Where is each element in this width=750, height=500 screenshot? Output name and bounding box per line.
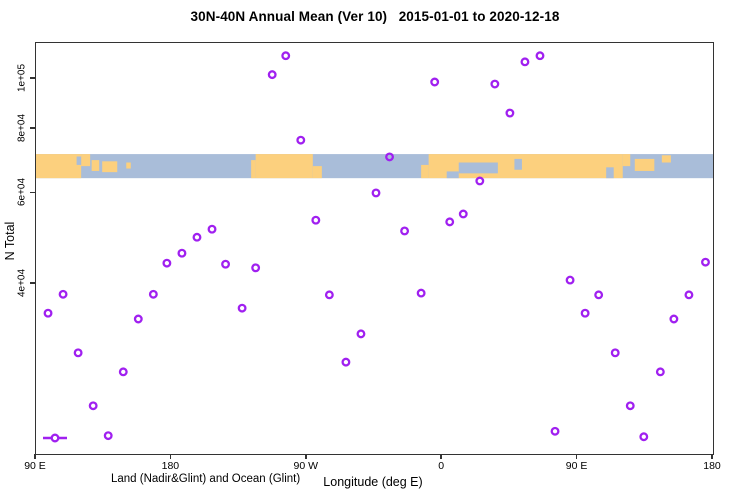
data-point	[43, 308, 53, 318]
data-point	[118, 367, 128, 377]
data-point	[133, 314, 143, 324]
y-tick-label: 6e+04	[16, 178, 28, 207]
x-tick-label: 90 E	[565, 460, 588, 472]
x-tick-label: 180	[161, 460, 180, 472]
y-axis-title: N Total	[3, 221, 17, 261]
y-tick-mark	[30, 282, 35, 284]
data-point	[610, 348, 620, 358]
data-point	[251, 263, 261, 273]
data-point	[550, 426, 560, 436]
map-band-land-segment	[102, 161, 118, 173]
data-point	[445, 217, 455, 227]
map-band-land-segment	[81, 154, 91, 167]
x-tick-mark	[440, 454, 442, 459]
data-point	[580, 308, 590, 318]
map-band-land-segment	[126, 162, 131, 169]
map-band-land-segment	[634, 158, 655, 171]
map-band-land-segment	[622, 154, 631, 167]
plot-area-svg	[36, 51, 713, 443]
map-band-land-segment	[91, 160, 100, 171]
data-point	[669, 314, 679, 324]
map-band-ocean-patch	[606, 167, 614, 179]
data-point	[324, 290, 334, 300]
map-band-land-segment	[421, 164, 429, 179]
data-point	[458, 209, 468, 219]
x-tick-mark	[169, 454, 172, 459]
data-point	[520, 57, 530, 67]
data-point	[296, 135, 306, 145]
data-point	[639, 432, 649, 442]
map-band-land-segment	[255, 154, 313, 179]
data-point	[237, 303, 247, 313]
data-point	[490, 79, 500, 89]
legend-point-marker	[50, 433, 60, 443]
data-point	[311, 215, 321, 225]
data-point	[505, 108, 515, 118]
x-tick-mark	[575, 454, 578, 459]
chart-title: 30N-40N Annual Mean (Ver 10) 2015-01-01 …	[190, 9, 560, 24]
data-point	[400, 226, 410, 236]
data-point	[356, 329, 366, 339]
data-point	[565, 275, 575, 285]
y-tick-label: 4e+04	[16, 268, 28, 297]
x-tick-label: 0	[438, 460, 445, 472]
data-point	[103, 431, 113, 441]
data-point	[207, 224, 217, 234]
x-tick-mark	[711, 454, 713, 459]
x-tick-label: 90 W	[293, 460, 319, 472]
map-band-ocean-patch	[458, 162, 498, 174]
data-point	[177, 248, 187, 258]
data-point	[625, 401, 635, 411]
data-point	[701, 257, 710, 267]
data-point	[684, 290, 694, 300]
map-band-land-segment	[312, 166, 322, 179]
x-tick-mark	[305, 454, 307, 459]
plot-box: Land (Nadir&Glint) and Ocean (Glint)	[35, 42, 714, 485]
data-point	[371, 188, 381, 198]
data-point	[73, 348, 83, 358]
data-point	[192, 232, 202, 242]
data-point	[416, 288, 426, 298]
data-point	[281, 51, 291, 61]
map-band-land-segment	[36, 154, 82, 179]
y-tick-label: 8e+04	[16, 113, 28, 142]
data-point	[162, 258, 172, 268]
data-point	[385, 152, 394, 162]
map-band-ocean-patch	[76, 156, 82, 165]
data-point	[594, 290, 604, 300]
data-point	[58, 289, 68, 299]
map-band-ocean-patch	[446, 171, 459, 179]
data-point	[475, 176, 485, 186]
y-tick-label: 1e+05	[16, 64, 28, 93]
data-point	[655, 367, 665, 377]
data-point	[430, 77, 440, 87]
x-tick-mark	[34, 454, 36, 459]
y-tick-mark	[30, 191, 35, 194]
y-tick-mark	[30, 77, 35, 79]
x-tick-label: 90 E	[24, 460, 46, 472]
data-point	[88, 401, 98, 411]
data-point	[221, 259, 231, 269]
data-point	[341, 357, 351, 367]
map-band-ocean-patch	[514, 158, 522, 170]
data-point	[148, 289, 158, 299]
map-band-land-segment	[251, 160, 256, 179]
data-point	[535, 51, 545, 61]
y-tick-mark	[30, 127, 35, 129]
x-axis-title: Longitude (deg E)	[323, 475, 423, 489]
legend-label: Land (Nadir&Glint) and Ocean (Glint)	[111, 473, 301, 485]
data-point	[267, 70, 277, 80]
map-band-land-segment	[661, 155, 671, 163]
x-tick-label: 180	[703, 460, 721, 472]
